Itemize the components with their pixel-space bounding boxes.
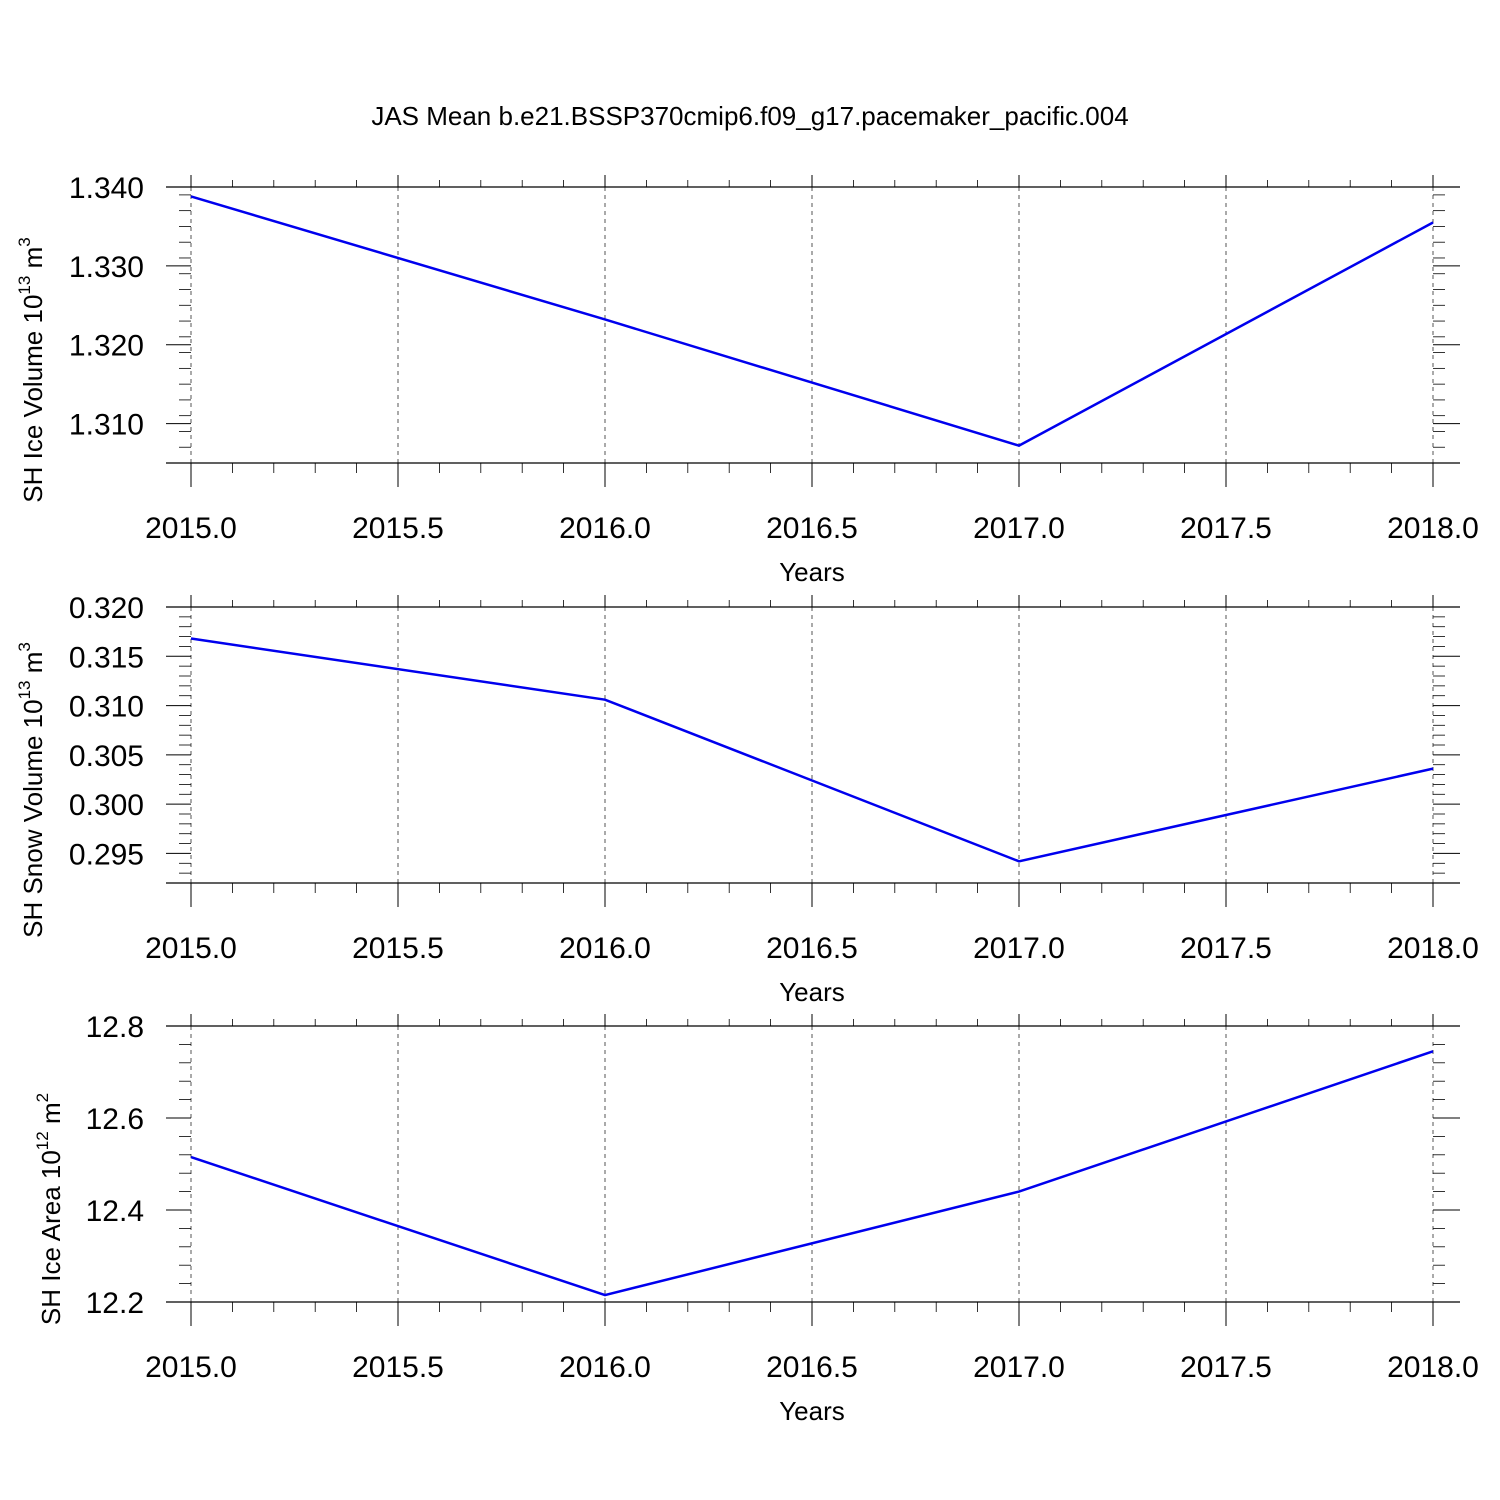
y-label-exponent: 13 [15,680,34,699]
y-axis-label: SH Snow Volume 1013 m3 [15,642,48,938]
y-tick-label: 0.295 [69,838,144,871]
x-tick-label: 2017.5 [1180,932,1272,965]
panel-3: 2015.0 2015.5 2016.0 2016.5 2017.0 2017.5 2018… [33,1011,1479,1426]
x-axis-label: Years [779,557,845,587]
x-tick-label: 2016.5 [766,512,858,545]
panel-2: 2015.0 2015.5 2016.0 2016.5 2017.0 2017.5 2018… [15,592,1479,1007]
y-tick-label: 1.310 [69,409,144,442]
x-tick-label: 2016.5 [766,1351,858,1384]
y-label-text: SH Snow Volume 10 [18,699,48,937]
y-tick-label: 1.340 [69,172,144,205]
series-line [190,195,1434,447]
y-tick-label: 0.310 [69,691,144,724]
y-label-unit: m [36,1102,66,1131]
y-label-exponent: 12 [33,1131,52,1150]
y-label-exponent: 3 [15,237,34,246]
x-tick-label: 2016.0 [559,932,651,965]
y-tick-label: 0.305 [69,740,144,773]
x-tick-label: 2015.0 [145,1351,237,1384]
x-tick-label: 2017.5 [1180,512,1272,545]
series-line [190,1050,1434,1297]
y-tick-label: 12.2 [86,1287,144,1320]
x-tick-label: 2015.5 [352,932,444,965]
y-tick-label: 12.4 [86,1195,144,1228]
y-label-unit: m [18,652,48,681]
x-tick-label: 2015.5 [352,512,444,545]
x-tick-label: 2017.0 [973,512,1065,545]
y-label-unit: m [18,247,48,276]
figure-title: JAS Mean b.e21.BSSP370cmip6.f09_g17.pace… [371,101,1128,131]
x-tick-label: 2018.0 [1387,1351,1479,1384]
y-tick-label: 0.320 [69,592,144,625]
x-tick-label: 2017.0 [973,1351,1065,1384]
x-tick-label: 2016.5 [766,932,858,965]
x-tick-label: 2018.0 [1387,512,1479,545]
x-tick-label: 2015.0 [145,932,237,965]
x-tick-label: 2015.5 [352,1351,444,1384]
y-tick-label: 12.6 [86,1103,144,1136]
y-tick-label: 12.8 [86,1011,144,1044]
x-axis-label: Years [779,977,845,1007]
y-axis-label: SH Ice Area 1012 m2 [33,1093,66,1325]
panels: 2015.0 2015.5 2016.0 2016.5 2017.0 2017.5 2018… [15,172,1479,1426]
y-tick-label: 1.330 [69,251,144,284]
y-label-text: SH Ice Volume 10 [18,295,48,503]
y-label-exponent: 2 [33,1093,52,1102]
x-tick-label: 2016.0 [559,512,651,545]
x-tick-label: 2017.0 [973,932,1065,965]
y-axis-label: SH Ice Volume 1013 m3 [15,237,48,502]
y-label-text: SH Ice Area 10 [36,1150,66,1325]
panel-1: 2015.0 2015.5 2016.0 2016.5 2017.0 2017.5 2018… [15,172,1479,587]
x-tick-label: 2015.0 [145,512,237,545]
series-line [190,637,1434,863]
x-tick-label: 2018.0 [1387,932,1479,965]
x-tick-label: 2016.0 [559,1351,651,1384]
y-label-exponent: 13 [15,276,34,295]
y-tick-label: 1.320 [69,330,144,363]
y-label-exponent: 3 [15,642,34,651]
y-tick-label: 0.300 [69,789,144,822]
x-tick-label: 2017.5 [1180,1351,1272,1384]
y-tick-label: 0.315 [69,641,144,674]
x-axis-label: Years [779,1396,845,1426]
